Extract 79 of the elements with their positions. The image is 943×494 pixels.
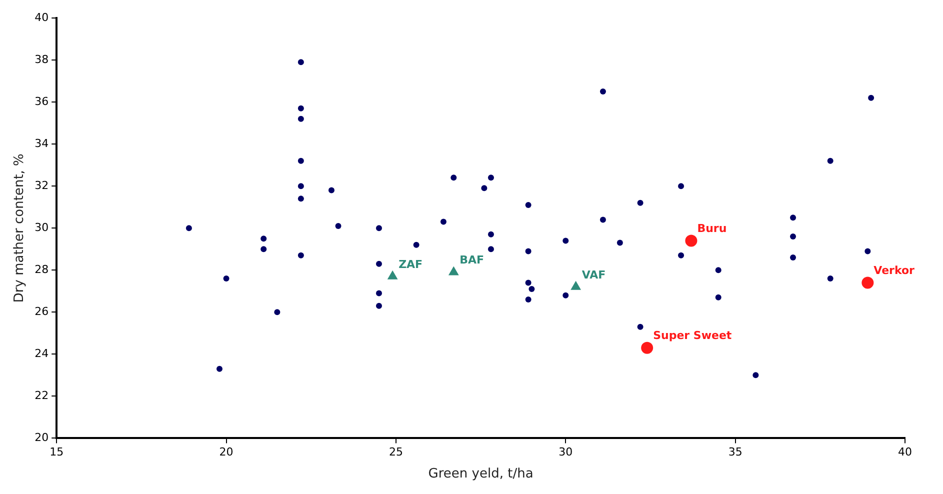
point (528, 286, 535, 292)
point (868, 94, 874, 101)
point (864, 248, 871, 254)
x-tick-label: 25 (388, 446, 403, 459)
point (637, 324, 644, 330)
point (862, 276, 874, 289)
point (186, 225, 192, 232)
point (328, 187, 334, 194)
x-tick-label: 15 (50, 446, 64, 459)
point (715, 267, 722, 274)
point (562, 292, 569, 298)
point (685, 234, 698, 247)
point (216, 366, 222, 372)
point (488, 174, 494, 181)
annotation: ZAF (398, 258, 423, 271)
point (616, 240, 623, 246)
point (376, 225, 382, 232)
x-axis-title: Green yeld, t/ha (428, 466, 534, 482)
y-tick-label: 32 (34, 178, 49, 192)
point (223, 276, 230, 282)
x-tick-label: 30 (558, 446, 573, 459)
point (562, 238, 569, 244)
point (525, 202, 532, 208)
point (827, 158, 834, 164)
annotation: Verkor (874, 264, 916, 278)
point (260, 246, 267, 252)
point (298, 116, 304, 122)
y-tick-label: 20 (34, 431, 49, 444)
point (525, 248, 532, 254)
point (790, 214, 796, 221)
point (298, 252, 304, 258)
y-tick-label: 26 (34, 305, 49, 318)
point (525, 296, 532, 303)
point (413, 242, 420, 248)
x-tick-label: 35 (728, 446, 742, 459)
annotation: Buru (697, 222, 727, 236)
point (335, 223, 342, 229)
x-tick-label: 20 (219, 446, 234, 459)
point (376, 302, 382, 309)
point (641, 342, 654, 354)
annotation: Super Sweet (653, 329, 732, 342)
y-tick-label: 30 (34, 220, 49, 234)
point (827, 276, 834, 282)
point (376, 290, 382, 296)
point (298, 183, 304, 190)
y-tick-label: 36 (34, 94, 49, 108)
point (637, 200, 644, 206)
x-tick-label: 40 (898, 446, 912, 459)
y-tick-label: 24 (34, 347, 49, 360)
point (298, 158, 304, 164)
point (790, 254, 796, 261)
y-tick-label: 28 (34, 262, 49, 276)
point (715, 294, 722, 300)
point (790, 234, 796, 240)
point (600, 88, 606, 95)
point (525, 280, 532, 286)
point (752, 372, 759, 378)
point (450, 174, 457, 181)
point (488, 246, 494, 252)
point (448, 266, 459, 276)
annotation: BAF (460, 254, 484, 267)
y-axis-title: Dry mather content, % (12, 154, 28, 303)
y-tick-label: 38 (34, 52, 49, 66)
annotation: VAF (582, 268, 606, 282)
point (298, 105, 304, 112)
y-tick-label: 40 (34, 10, 49, 24)
point (440, 218, 446, 225)
point (298, 196, 304, 202)
point (298, 59, 304, 66)
point (376, 260, 382, 267)
point (678, 183, 684, 190)
point (274, 309, 280, 316)
point (260, 236, 267, 242)
point (488, 231, 494, 238)
point (678, 252, 684, 258)
y-tick-label: 34 (34, 136, 49, 150)
y-tick-label: 22 (34, 389, 49, 402)
point (481, 185, 488, 192)
point (600, 216, 606, 223)
